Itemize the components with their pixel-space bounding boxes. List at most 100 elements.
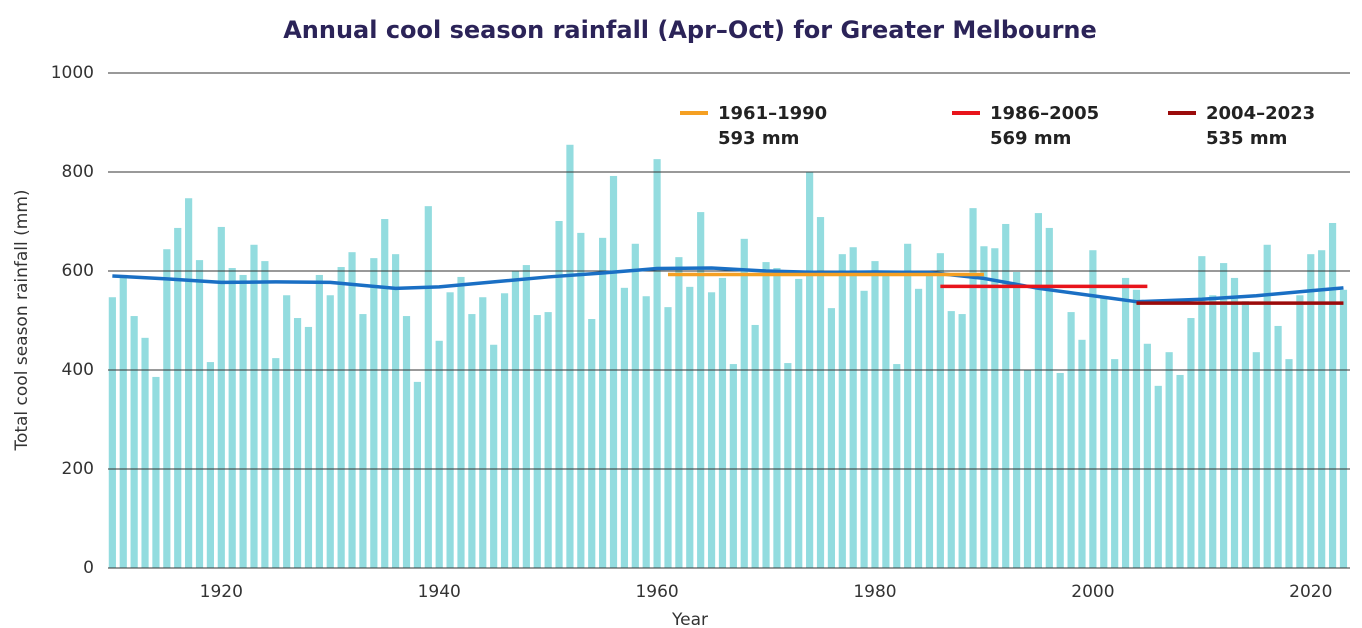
bar bbox=[381, 219, 389, 568]
y-tick-label: 800 bbox=[62, 162, 94, 182]
bar bbox=[522, 265, 530, 568]
bar bbox=[108, 297, 116, 568]
bar bbox=[914, 288, 923, 568]
legend-label: 1961–1990 bbox=[718, 103, 827, 124]
bar bbox=[675, 257, 683, 568]
bar bbox=[860, 290, 868, 568]
bar bbox=[490, 344, 498, 568]
bar bbox=[511, 271, 520, 568]
legend-value: 593 mm bbox=[718, 128, 799, 149]
trend-line bbox=[112, 266, 1344, 304]
bar bbox=[577, 232, 585, 568]
bar bbox=[740, 238, 748, 568]
y-tick-label: 200 bbox=[62, 459, 94, 479]
bar bbox=[1121, 277, 1130, 568]
bar bbox=[686, 286, 694, 568]
bar bbox=[250, 244, 258, 568]
bar bbox=[849, 247, 857, 569]
bar bbox=[130, 316, 138, 568]
bar bbox=[653, 159, 661, 568]
bar bbox=[457, 276, 465, 568]
bar bbox=[838, 254, 846, 569]
bar bbox=[435, 340, 443, 568]
bar bbox=[980, 246, 988, 568]
bar bbox=[261, 261, 269, 568]
bar bbox=[1154, 385, 1162, 568]
bar bbox=[1165, 352, 1173, 568]
x-axis-label: Year bbox=[671, 610, 708, 628]
bar bbox=[631, 243, 639, 568]
bar bbox=[1198, 256, 1206, 568]
legend-value: 569 mm bbox=[990, 128, 1071, 149]
bar bbox=[1176, 374, 1184, 568]
bar bbox=[1230, 277, 1239, 568]
bar bbox=[707, 292, 716, 568]
bar bbox=[827, 308, 836, 568]
bar bbox=[784, 363, 792, 568]
bar bbox=[392, 254, 400, 569]
bar bbox=[718, 277, 727, 568]
bar bbox=[446, 292, 454, 568]
bar bbox=[1296, 295, 1304, 568]
bar bbox=[1318, 250, 1326, 568]
bar bbox=[272, 358, 280, 568]
y-tick-label: 0 bbox=[83, 558, 94, 578]
bar bbox=[185, 198, 193, 569]
bar bbox=[729, 364, 737, 568]
bar bbox=[925, 273, 934, 568]
bar bbox=[969, 208, 977, 568]
bar bbox=[1034, 213, 1043, 568]
bar bbox=[315, 274, 323, 568]
bar bbox=[217, 226, 225, 568]
bar bbox=[348, 252, 356, 568]
legend-value: 535 mm bbox=[1206, 128, 1287, 149]
x-tick-label: 1920 bbox=[200, 582, 243, 602]
bar bbox=[370, 258, 378, 568]
bar bbox=[566, 144, 574, 568]
bar bbox=[1056, 372, 1064, 568]
bar bbox=[1143, 343, 1151, 568]
bar bbox=[152, 376, 160, 568]
bar bbox=[337, 267, 345, 568]
legend-label: 2004–2023 bbox=[1206, 103, 1315, 124]
x-tick-label: 1940 bbox=[418, 582, 461, 602]
bar bbox=[1263, 244, 1271, 568]
bar bbox=[1089, 250, 1097, 568]
bar bbox=[642, 296, 650, 568]
bar bbox=[206, 362, 215, 568]
bar bbox=[468, 314, 476, 568]
bar bbox=[1252, 352, 1260, 568]
bar bbox=[1045, 227, 1053, 568]
bar bbox=[1209, 295, 1217, 568]
bar bbox=[991, 248, 999, 569]
bar bbox=[762, 262, 770, 568]
bar bbox=[697, 212, 705, 568]
bar bbox=[664, 307, 672, 568]
bar bbox=[283, 295, 291, 568]
bar bbox=[1002, 223, 1010, 568]
bar bbox=[239, 274, 247, 568]
bar bbox=[1285, 359, 1293, 568]
bar bbox=[195, 260, 204, 568]
bar bbox=[293, 318, 302, 568]
bar bbox=[479, 297, 487, 568]
bar bbox=[533, 315, 541, 568]
bar bbox=[413, 381, 422, 568]
bar bbox=[882, 271, 890, 568]
bar bbox=[1078, 339, 1086, 568]
bar bbox=[1328, 222, 1337, 569]
bar bbox=[1220, 263, 1228, 568]
bar bbox=[795, 278, 803, 568]
bar bbox=[1111, 359, 1119, 568]
x-tick-label: 2020 bbox=[1289, 582, 1332, 602]
bar bbox=[1241, 301, 1250, 568]
bar bbox=[773, 268, 781, 568]
legend-label: 1986–2005 bbox=[990, 103, 1099, 124]
bar bbox=[1274, 325, 1282, 568]
bar bbox=[958, 314, 966, 568]
bar bbox=[1307, 254, 1315, 569]
bar bbox=[544, 312, 552, 568]
bar bbox=[402, 316, 411, 568]
bar bbox=[609, 175, 618, 568]
